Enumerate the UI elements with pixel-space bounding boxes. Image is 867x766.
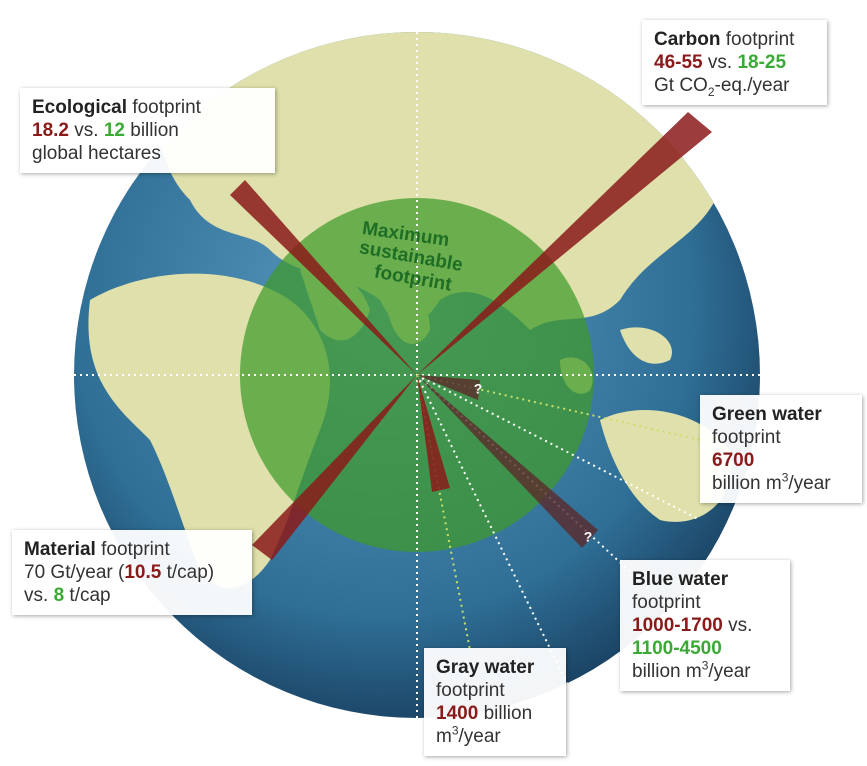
blue-water-wedge bbox=[417, 375, 598, 548]
limit-value: 1100-4500 bbox=[632, 638, 722, 659]
text: billion m bbox=[712, 473, 782, 494]
current-value: 18.2 bbox=[32, 120, 69, 141]
title: Carbon bbox=[654, 29, 721, 50]
title: Gray water bbox=[436, 657, 535, 678]
text: t/cap) bbox=[166, 562, 215, 583]
title: Material bbox=[24, 539, 96, 560]
green-water-callout: Green water footprint 6700 billion m3/ye… bbox=[700, 395, 862, 503]
text: billion bbox=[483, 703, 533, 724]
superscript: 3 bbox=[451, 723, 459, 738]
carbon-wedge bbox=[417, 112, 712, 375]
title: Ecological bbox=[32, 97, 128, 118]
current-value: 46-55 bbox=[654, 52, 703, 73]
limit-value: 8 bbox=[53, 585, 65, 606]
title: Blue water bbox=[632, 569, 729, 590]
text: footprint bbox=[132, 97, 201, 118]
subscript: 2 bbox=[707, 84, 715, 99]
text: Gt CO bbox=[654, 75, 708, 96]
material-callout: Material footprint 70 Gt/year (10.5 t/ca… bbox=[12, 530, 252, 615]
text: footprint bbox=[712, 427, 781, 448]
text: vs. bbox=[24, 585, 49, 606]
unknown-wedges bbox=[417, 375, 598, 548]
question-mark: ? bbox=[584, 529, 593, 545]
text: vs. bbox=[74, 120, 99, 141]
text: footprint bbox=[436, 680, 505, 701]
text: /year bbox=[788, 473, 831, 494]
text: m bbox=[436, 726, 452, 747]
current-value: 1400 bbox=[436, 703, 479, 724]
title: Green water bbox=[712, 404, 822, 425]
text: /year bbox=[458, 726, 501, 747]
text: footprint bbox=[725, 29, 795, 50]
text: footprint bbox=[632, 592, 701, 613]
current-value: 10.5 bbox=[124, 562, 162, 583]
green-water-wedge bbox=[417, 375, 480, 400]
superscript: 3 bbox=[781, 470, 789, 485]
question-mark: ? bbox=[474, 381, 483, 397]
text: vs. bbox=[707, 52, 733, 73]
text: footprint bbox=[101, 539, 170, 560]
gray-water-wedge bbox=[417, 375, 450, 492]
footprint-wedges bbox=[230, 112, 712, 560]
text: -eq./year bbox=[714, 75, 790, 96]
text: t/cap bbox=[69, 585, 111, 606]
current-value: 6700 bbox=[712, 450, 755, 471]
text: billion m bbox=[632, 661, 702, 682]
text: vs. bbox=[728, 615, 753, 636]
text: billion bbox=[130, 120, 179, 141]
text: /year bbox=[708, 661, 751, 682]
material-wedge bbox=[252, 375, 417, 560]
ecological-wedge bbox=[230, 180, 417, 375]
text: 70 Gt/year ( bbox=[24, 562, 125, 583]
blue-water-callout: Blue water footprint 1000-1700 vs. 1100-… bbox=[620, 560, 790, 691]
limit-value: 12 bbox=[103, 120, 125, 141]
carbon-callout: Carbon footprint 46-55 vs. 18-25 Gt CO2-… bbox=[642, 20, 827, 105]
limit-value: 18-25 bbox=[737, 52, 787, 73]
ecological-callout: Ecological footprint 18.2 vs. 12 billion… bbox=[20, 88, 275, 173]
text: global hectares bbox=[32, 143, 161, 164]
current-value: 1000-1700 bbox=[632, 615, 723, 636]
superscript: 3 bbox=[701, 658, 709, 673]
gray-water-callout: Gray water footprint 1400 billion m3/yea… bbox=[424, 648, 566, 756]
